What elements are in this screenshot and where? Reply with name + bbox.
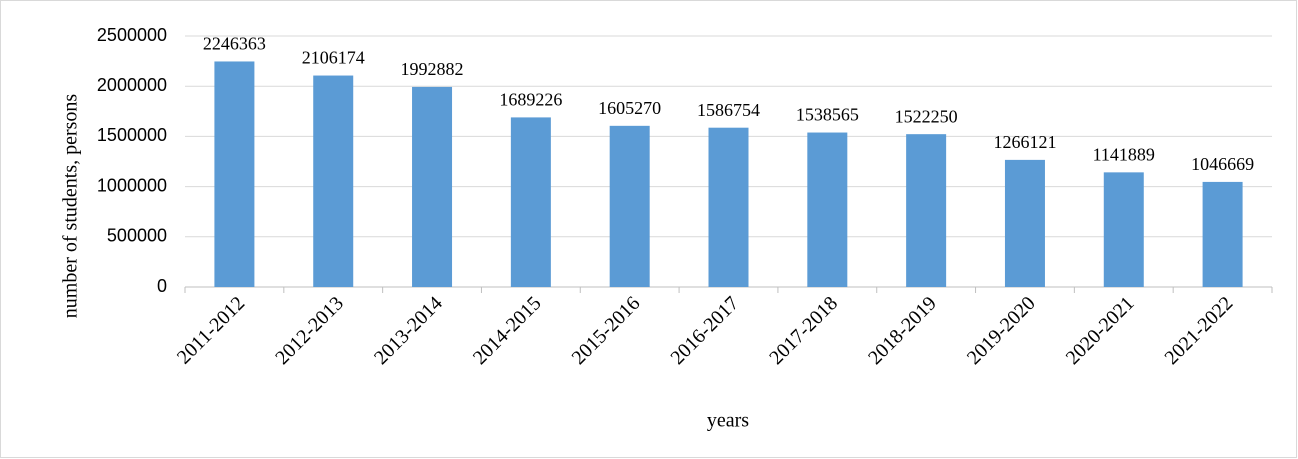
data-label: 1141889 xyxy=(1093,144,1155,164)
bar xyxy=(708,127,749,287)
y-axis-title: number of students, persons xyxy=(60,94,82,319)
data-label: 1992882 xyxy=(401,59,464,79)
bar xyxy=(412,86,453,288)
bar xyxy=(1004,159,1045,287)
data-label: 1586754 xyxy=(697,100,760,120)
bar xyxy=(1202,181,1243,287)
y-tick-label: 1000000 xyxy=(97,175,167,195)
data-label: 2106174 xyxy=(302,48,365,68)
bar xyxy=(807,132,848,287)
y-tick-label: 2000000 xyxy=(97,75,167,95)
data-label: 2246363 xyxy=(203,34,266,54)
y-tick-label: 2500000 xyxy=(97,25,167,45)
bar xyxy=(214,61,255,288)
x-axis-title: years xyxy=(707,410,749,432)
bar xyxy=(313,75,354,287)
data-label: 1046669 xyxy=(1191,154,1254,174)
bar xyxy=(906,134,947,287)
data-label: 1538565 xyxy=(796,105,859,125)
y-tick-label: 500000 xyxy=(107,226,167,246)
data-label: 1522250 xyxy=(895,106,958,126)
data-label: 1689226 xyxy=(499,90,562,110)
bar xyxy=(510,117,551,288)
bar xyxy=(609,125,650,287)
y-tick-label: 1500000 xyxy=(97,125,167,145)
data-label: 1605270 xyxy=(598,98,661,118)
bar xyxy=(1103,172,1144,287)
y-tick-label: 0 xyxy=(157,276,167,296)
data-label: 1266121 xyxy=(993,132,1056,152)
